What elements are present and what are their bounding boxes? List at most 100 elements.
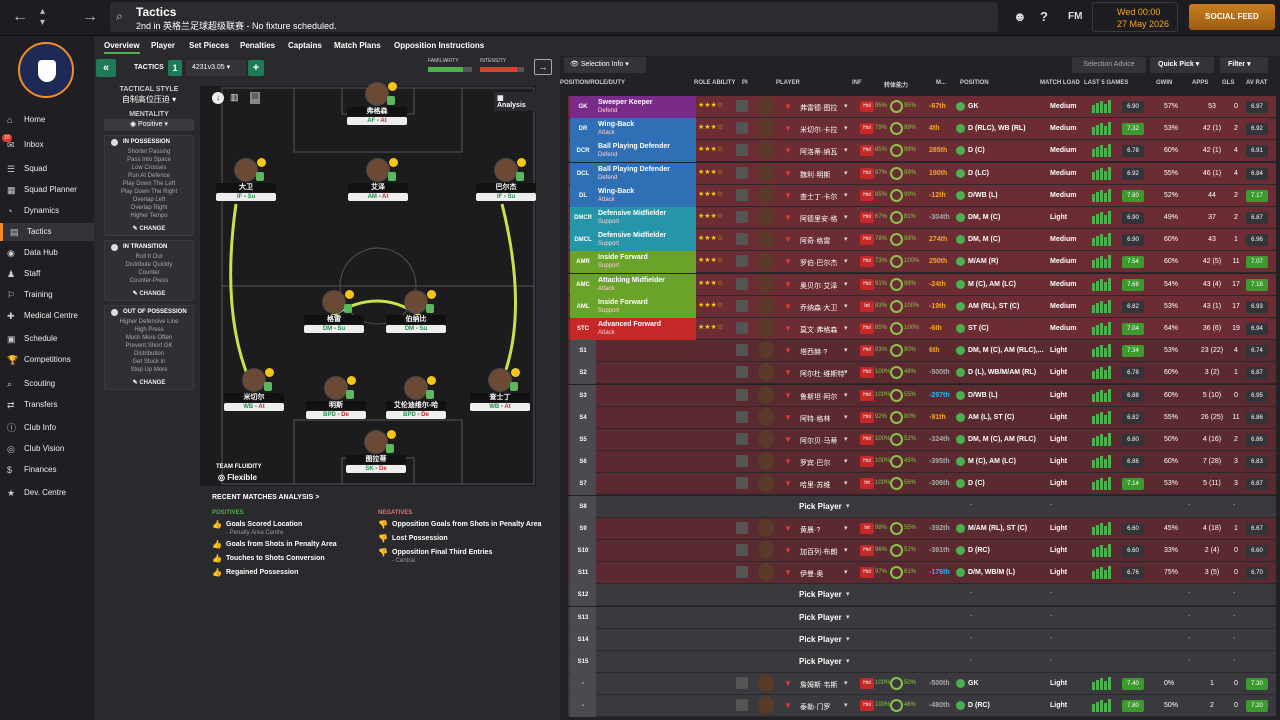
selection-row[interactable]: AMC Attacking Midfielder Attack ★★★☆ ▼ 奥贝尔·艾泽…	[568, 273, 1276, 296]
add-tactic-button[interactable]: +	[248, 60, 264, 76]
player-name[interactable]: 阿特·格林	[800, 415, 831, 423]
player-instructions-icon[interactable]	[736, 299, 748, 312]
player-instructions-icon[interactable]	[736, 366, 748, 379]
player-menu-chevron-icon[interactable]: ▾	[844, 369, 848, 377]
pick-player-dropdown[interactable]: Pick Player	[799, 590, 842, 600]
role-duty-box[interactable]: Wing-Back Attack	[596, 118, 696, 141]
player-menu-chevron-icon[interactable]: ▾	[844, 214, 848, 221]
col-transfer[interactable]: 转体能力	[884, 83, 909, 89]
selection-row[interactable]: S4 ▼ 阿特·格林 ▾ Hol 92% 80% -91th AM (L), ST (C) Lig…	[568, 406, 1276, 429]
pitch-player-sk[interactable]: 图拉蒂 SK - De	[346, 430, 406, 473]
sidebar-item-home[interactable]: ⌂ Home	[0, 111, 94, 129]
player-name[interactable]: 泰勒·门罗	[800, 704, 831, 712]
date-continue-button[interactable]: Wed 00:00 27 May 2026	[1092, 2, 1178, 32]
sidebar-item-club-vision[interactable]: ◎ Club Vision	[0, 440, 94, 458]
player-instructions-icon[interactable]	[736, 233, 748, 246]
sidebar-item-dev-centre[interactable]: ★ Dev. Centre	[0, 484, 94, 502]
tab-set-pieces[interactable]: Set Pieces	[189, 41, 230, 50]
history-dropdown-icon[interactable]: ▴ ▾	[40, 6, 46, 28]
player-instructions-icon[interactable]	[736, 477, 748, 490]
selection-row[interactable]: AML Inside Forward Support ★★★☆ ▼ 乔纳森·大卫 ▾ Int 8…	[568, 295, 1276, 318]
sidebar-item-data-hub[interactable]: ◉ Data Hub	[0, 244, 94, 262]
tab-overview[interactable]: Overview	[104, 41, 140, 54]
tactical-style-dropdown[interactable]: 自制高位压迫 ▾	[121, 95, 177, 104]
selection-info-dropdown[interactable]: 👁 Selection Info ▾	[564, 57, 646, 73]
player-name[interactable]: 塔西赫·?	[800, 349, 828, 357]
player-instructions-icon[interactable]	[736, 211, 748, 223]
tab-penalties[interactable]: Penalties	[240, 41, 276, 50]
role-duty-box[interactable]: Inside Forward Support	[596, 295, 696, 318]
bar-chart-icon[interactable]: ▥	[230, 92, 239, 102]
player-name[interactable]: 阿奇·格雷	[800, 238, 831, 246]
club-crest[interactable]	[18, 42, 74, 98]
skull-icon[interactable]: ☻	[1013, 9, 1027, 24]
col-last5[interactable]: LAST 5 GAMES	[1084, 80, 1129, 86]
player-menu-chevron-icon[interactable]: ▾	[844, 236, 848, 244]
clipboard-icon[interactable]: ▤	[250, 92, 260, 104]
pick-player-dropdown[interactable]: Pick Player	[799, 612, 842, 622]
sidebar-item-tactics[interactable]: ▤ Tactics	[0, 223, 94, 241]
selection-row[interactable]: DCR Ball Playing Defender Defend ★★★☆ ▼ 阿洛蒂·纳…	[568, 140, 1276, 163]
player-menu-chevron-icon[interactable]: ▾	[844, 458, 848, 466]
player-instructions-icon[interactable]	[736, 100, 748, 112]
player-menu-chevron-icon[interactable]: ▾	[844, 347, 848, 355]
player-menu-chevron-icon[interactable]: ▾	[844, 480, 848, 488]
tab-player[interactable]: Player	[151, 41, 176, 50]
pitch-player-if-left[interactable]: 大卫 IF - Su	[216, 158, 276, 201]
sidebar-item-club-info[interactable]: ⓘ Club Info	[0, 419, 94, 437]
tactic-slot-button[interactable]: 1	[168, 60, 182, 76]
player-menu-chevron-icon[interactable]: ▾	[844, 125, 848, 133]
fm-menu-button[interactable]: FM	[1068, 11, 1083, 22]
col-match-load[interactable]: MATCH LOAD	[1040, 80, 1080, 86]
selection-row[interactable]: DMCL Defensive Midfielder Support ★★★☆ ▼ 阿奇·格…	[568, 229, 1276, 252]
player-instructions-icon[interactable]	[736, 166, 748, 179]
player-name[interactable]: 乔纳森·大卫	[800, 304, 838, 312]
pick-player-dropdown[interactable]: Pick Player	[799, 634, 842, 644]
role-duty-box[interactable]: Inside Forward Support	[596, 251, 696, 274]
in-transition-box[interactable]: IN TRANSITION Roll It Out Distribute Quic…	[104, 240, 194, 301]
in-possession-box[interactable]: IN POSSESSION Shorter Passing Pass Into S…	[104, 135, 194, 236]
player-menu-chevron-icon[interactable]: ▾	[844, 547, 848, 554]
player-name[interactable]: 阿洛蒂·纳瓦	[800, 149, 838, 157]
selection-row[interactable]: S7 ▼ 哈里·苏维 ▾ Int 100% 56% -306th D (C) Light 7.14 5…	[568, 473, 1276, 496]
mentality-dropdown[interactable]: ◉ Positive ▾	[104, 119, 194, 131]
out-possession-change-button[interactable]: ✎ CHANGE	[132, 380, 166, 386]
role-duty-box[interactable]: Attacking Midfielder Attack	[596, 273, 696, 296]
player-instructions-icon[interactable]	[736, 255, 748, 268]
selection-row[interactable]: S8 Pick Player ▾ - - - -	[568, 495, 1276, 518]
player-menu-chevron-icon[interactable]: ▾	[844, 169, 848, 177]
search-icon[interactable]: ⌕	[116, 9, 123, 23]
col-player[interactable]: PLAYER	[776, 80, 800, 86]
selection-row[interactable]: S12 Pick Player ▾ - - - -	[568, 584, 1276, 607]
player-name[interactable]: 弗雷德·图拉	[800, 105, 838, 112]
player-instructions-icon[interactable]	[736, 122, 748, 135]
player-name[interactable]: 米切尔·卡拉	[800, 127, 838, 135]
pitch-player-am[interactable]: 艾泽 AM - At	[348, 158, 408, 201]
player-instructions-icon[interactable]	[736, 455, 748, 468]
col-apps[interactable]: APPS	[1192, 80, 1209, 86]
pick-player-dropdown[interactable]: Pick Player	[799, 657, 842, 666]
player-instructions-icon[interactable]	[736, 322, 748, 334]
role-duty-box[interactable]: Wing-Back Attack	[596, 184, 696, 207]
chevron-down-icon[interactable]: ▾	[846, 658, 850, 665]
player-menu-chevron-icon[interactable]: ▾	[844, 302, 848, 310]
collapse-button[interactable]: «	[96, 59, 116, 77]
filter-button[interactable]: Filter ▾	[1220, 57, 1268, 73]
sidebar-item-medical-centre[interactable]: ✚ Medical Centre	[0, 307, 94, 325]
tab-match-plans[interactable]: Match Plans	[334, 41, 381, 50]
selection-row[interactable]: S1 ▼ 塔西赫·? ▾ Hol 83% 90% 6th DM, M (C), AM (RLC)…	[568, 340, 1276, 363]
player-instructions-icon[interactable]	[736, 277, 748, 290]
selection-advice-button[interactable]: Selection Advice	[1072, 57, 1146, 73]
pitch-player-dm-right[interactable]: 格雷 DM - Su	[304, 290, 364, 333]
selection-row[interactable]: S13 Pick Player ▾ - - - -	[568, 606, 1276, 629]
analysis-button[interactable]: ▦ Analysis	[494, 92, 536, 111]
selection-row[interactable]: S14 Pick Player ▾ - - - -	[568, 628, 1276, 651]
player-instructions-icon[interactable]	[736, 388, 748, 401]
player-menu-chevron-icon[interactable]: ▾	[844, 391, 848, 399]
selection-row[interactable]: S15 Pick Player ▾ - - - -	[568, 651, 1276, 673]
sidebar-item-scouting[interactable]: ⌕ Scouting	[0, 375, 94, 393]
player-name[interactable]: 罗宾·巴尔	[800, 460, 831, 468]
player-instructions-icon[interactable]	[736, 677, 748, 690]
chevron-down-icon[interactable]: ▾	[846, 502, 850, 510]
player-menu-chevron-icon[interactable]: ▾	[844, 103, 848, 110]
